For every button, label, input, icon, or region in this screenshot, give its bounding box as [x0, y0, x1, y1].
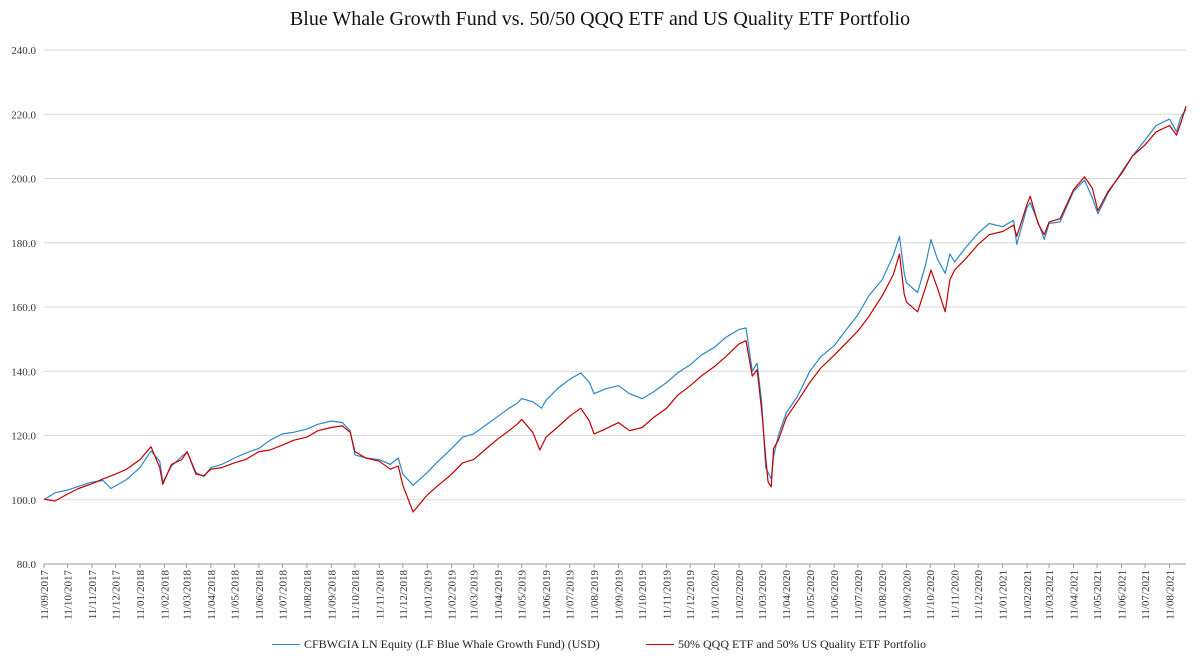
x-tick-label: 11/08/2019 — [589, 570, 601, 620]
legend-swatch-fund — [272, 644, 300, 645]
x-tick-label: 11/09/2019 — [614, 570, 626, 620]
x-tick-label: 11/04/2018 — [206, 570, 218, 620]
x-tick-label: 11/10/2017 — [63, 570, 75, 620]
x-tick-label: 11/05/2021 — [1092, 570, 1104, 620]
x-tick-label: 11/09/2018 — [326, 570, 338, 620]
x-tick-label: 11/07/2019 — [565, 570, 577, 620]
series-lines — [43, 106, 1187, 513]
legend-item-portfolio: 50% QQQ ETF and 50% US Quality ETF Portf… — [646, 637, 926, 652]
x-tick-label: 11/07/2021 — [1140, 570, 1152, 620]
x-tick-label: 11/03/2018 — [181, 570, 193, 620]
x-tick-label: 11/04/2021 — [1068, 570, 1080, 620]
x-axis: 11/09/2017 11/10/2017 11/11/2017 11/12/2017… — [39, 564, 1176, 620]
x-tick-label: 11/07/2020 — [853, 570, 865, 620]
x-tick-label: 11/05/2018 — [229, 570, 241, 620]
y-tick-label: 220.0 — [11, 109, 36, 121]
x-tick-label: 11/10/2018 — [350, 570, 362, 620]
x-tick-label: 11/05/2020 — [805, 570, 817, 620]
x-tick-label: 11/08/2018 — [302, 570, 314, 620]
x-tick-label: 11/07/2018 — [277, 570, 289, 620]
x-tick-label: 11/02/2020 — [734, 570, 746, 620]
x-tick-label: 11/06/2019 — [541, 570, 553, 620]
x-tick-label: 11/12/2017 — [111, 570, 123, 620]
x-tick-label: 11/12/2018 — [398, 570, 410, 620]
legend-swatch-portfolio — [646, 644, 674, 645]
y-tick-label: 240.0 — [11, 45, 36, 57]
x-tick-label: 11/02/2019 — [447, 570, 459, 620]
x-tick-label: 11/01/2019 — [422, 570, 434, 620]
y-tick-label: 140.0 — [11, 366, 36, 378]
legend-item-fund: CFBWGIA LN Equity (LF Blue Whale Growth … — [272, 637, 600, 652]
y-tick-label: 180.0 — [11, 238, 36, 250]
x-tick-label: 11/06/2018 — [254, 570, 266, 620]
x-tick-label: 11/06/2020 — [829, 570, 841, 620]
x-tick-label: 11/01/2021 — [998, 570, 1010, 620]
x-tick-label: 11/05/2019 — [517, 570, 529, 620]
series-line-portfolio — [43, 106, 1187, 513]
x-tick-label: 11/03/2020 — [757, 570, 769, 620]
x-tick-label: 11/11/2019 — [662, 570, 674, 620]
x-tick-label: 11/12/2020 — [973, 570, 985, 620]
x-tick-label: 11/01/2020 — [710, 570, 722, 620]
x-tick-label: 11/06/2021 — [1116, 570, 1128, 620]
y-axis: 80.0 100.0 120.0 140.0 160.0 180.0 200.0 220.0 2… — [11, 45, 36, 571]
y-tick-label: 200.0 — [11, 174, 36, 186]
x-tick-label: 11/12/2019 — [685, 570, 697, 620]
legend-label-fund: CFBWGIA LN Equity (LF Blue Whale Growth … — [304, 637, 600, 651]
x-tick-label: 11/03/2019 — [469, 570, 481, 620]
x-tick-label: 11/02/2018 — [159, 570, 171, 620]
y-tick-label: 80.0 — [17, 559, 37, 571]
grid-lines — [44, 49, 1186, 565]
x-tick-label: 11/08/2021 — [1164, 570, 1176, 620]
y-tick-label: 120.0 — [11, 431, 36, 443]
series-line-fund — [43, 109, 1187, 501]
x-tick-label: 11/04/2020 — [781, 570, 793, 620]
y-tick-label: 160.0 — [11, 302, 36, 314]
x-tick-label: 11/09/2020 — [902, 570, 914, 620]
legend: CFBWGIA LN Equity (LF Blue Whale Growth … — [0, 637, 1200, 659]
x-tick-label: 11/02/2021 — [1022, 570, 1034, 620]
x-tick-label: 11/09/2017 — [39, 570, 51, 620]
chart-title: Blue Whale Growth Fund vs. 50/50 QQQ ETF… — [289, 8, 911, 30]
x-tick-label: 11/03/2021 — [1044, 570, 1056, 620]
x-tick-label: 11/04/2019 — [493, 570, 505, 620]
y-tick-label: 100.0 — [11, 495, 36, 507]
x-tick-label: 11/11/2018 — [374, 570, 386, 620]
x-tick-label: 11/10/2019 — [637, 570, 649, 620]
x-tick-label: 11/11/2017 — [87, 570, 99, 620]
x-tick-label: 11/08/2020 — [877, 570, 889, 620]
x-tick-label: 11/10/2020 — [925, 570, 937, 620]
legend-label-portfolio: 50% QQQ ETF and 50% US Quality ETF Portf… — [678, 637, 926, 651]
x-tick-label: 11/11/2020 — [950, 570, 962, 620]
x-tick-label: 11/01/2018 — [135, 570, 147, 620]
